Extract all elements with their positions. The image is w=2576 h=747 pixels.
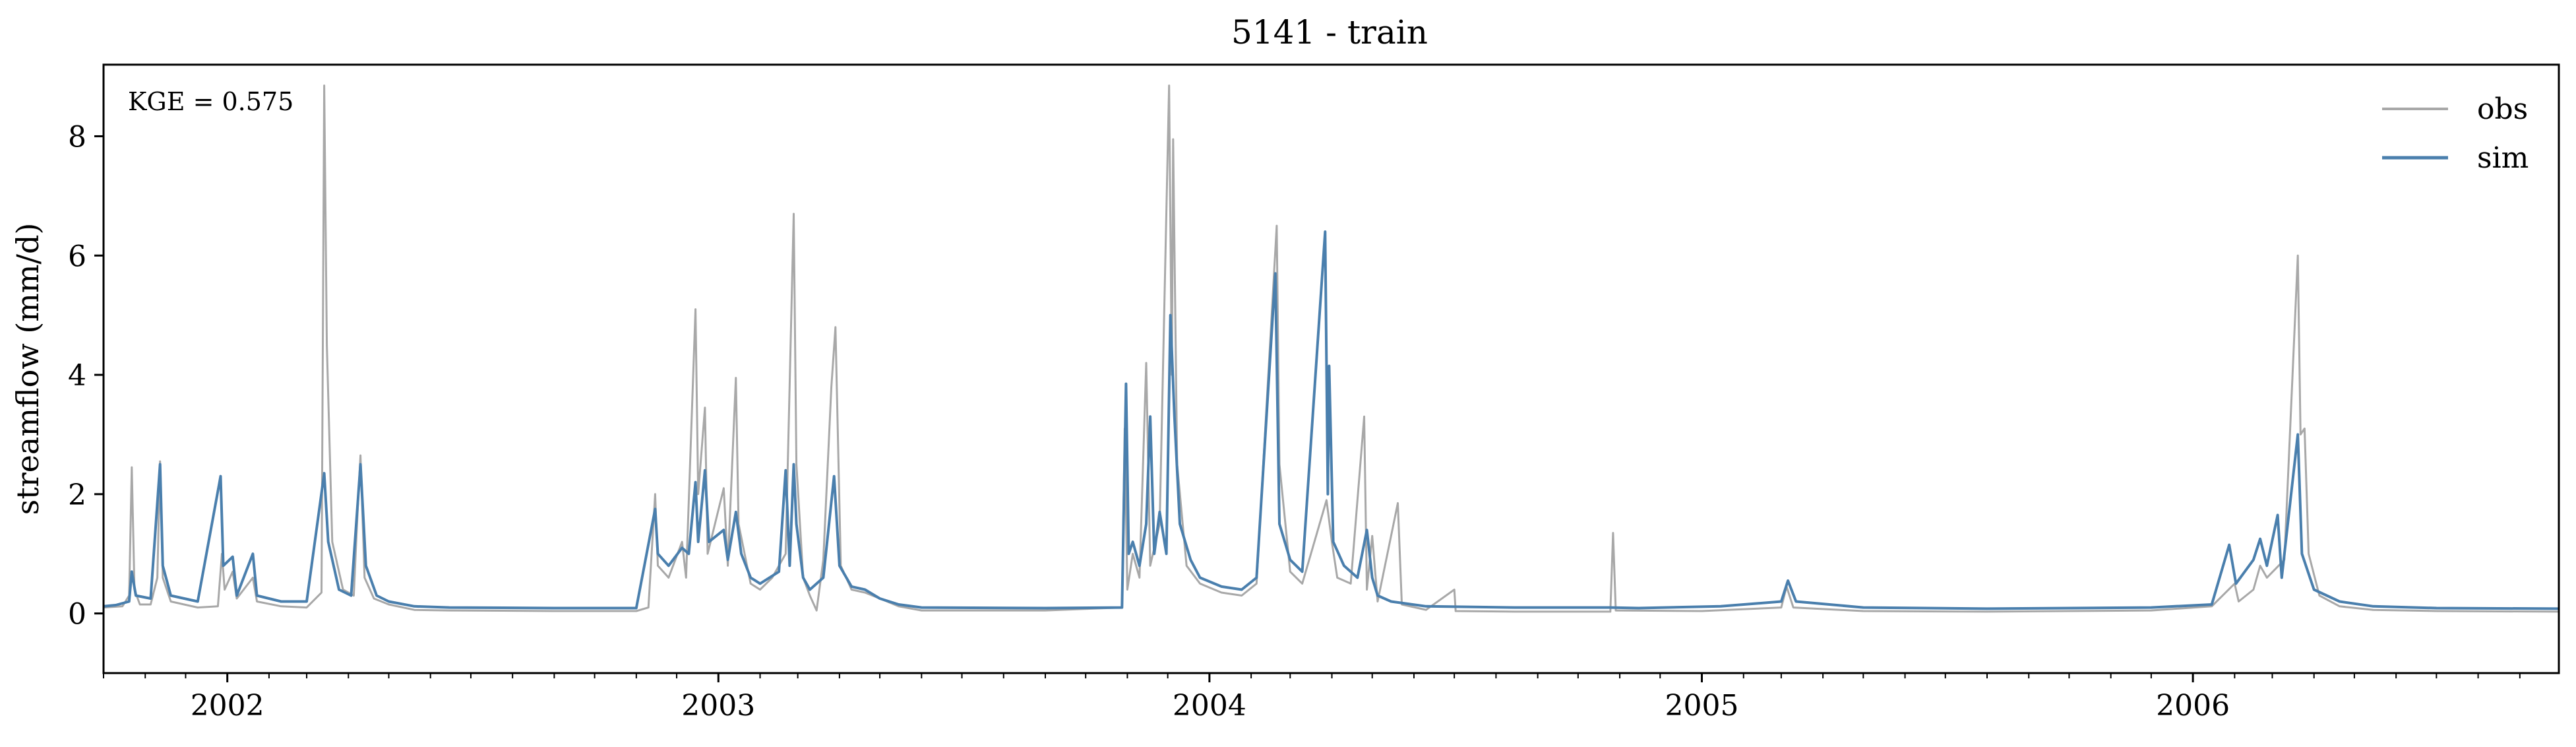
x-axis: 2002 2003 2004 2005 2006 xyxy=(103,673,2521,723)
y-tick-label: 4 xyxy=(68,359,86,393)
x-tick-label: 2005 xyxy=(1665,689,1739,723)
x-tick-label: 2002 xyxy=(191,689,264,723)
y-tick-label: 8 xyxy=(68,120,86,154)
plot-frame xyxy=(102,63,2560,674)
series-line-sim xyxy=(103,230,2560,610)
plot-area xyxy=(103,84,2560,613)
legend-label-obs: obs xyxy=(2477,92,2528,126)
legend-label-sim: sim xyxy=(2477,141,2529,175)
y-tick-label: 2 xyxy=(68,478,86,512)
y-axis-label: streamflow (mm/d) xyxy=(10,223,46,515)
chart-title: 5141 - train xyxy=(1231,13,1428,51)
kge-annotation: KGE = 0.575 xyxy=(128,87,293,116)
y-axis: 0 2 4 6 8 xyxy=(68,120,104,632)
series-line-obs xyxy=(103,84,2560,613)
y-tick-label: 6 xyxy=(68,240,86,273)
x-tick-label: 2003 xyxy=(681,689,755,723)
legend: obs sim xyxy=(2382,92,2529,175)
x-tick-label: 2004 xyxy=(1173,689,1246,723)
x-tick-label: 2006 xyxy=(2156,689,2230,723)
y-tick-label: 0 xyxy=(68,598,86,632)
